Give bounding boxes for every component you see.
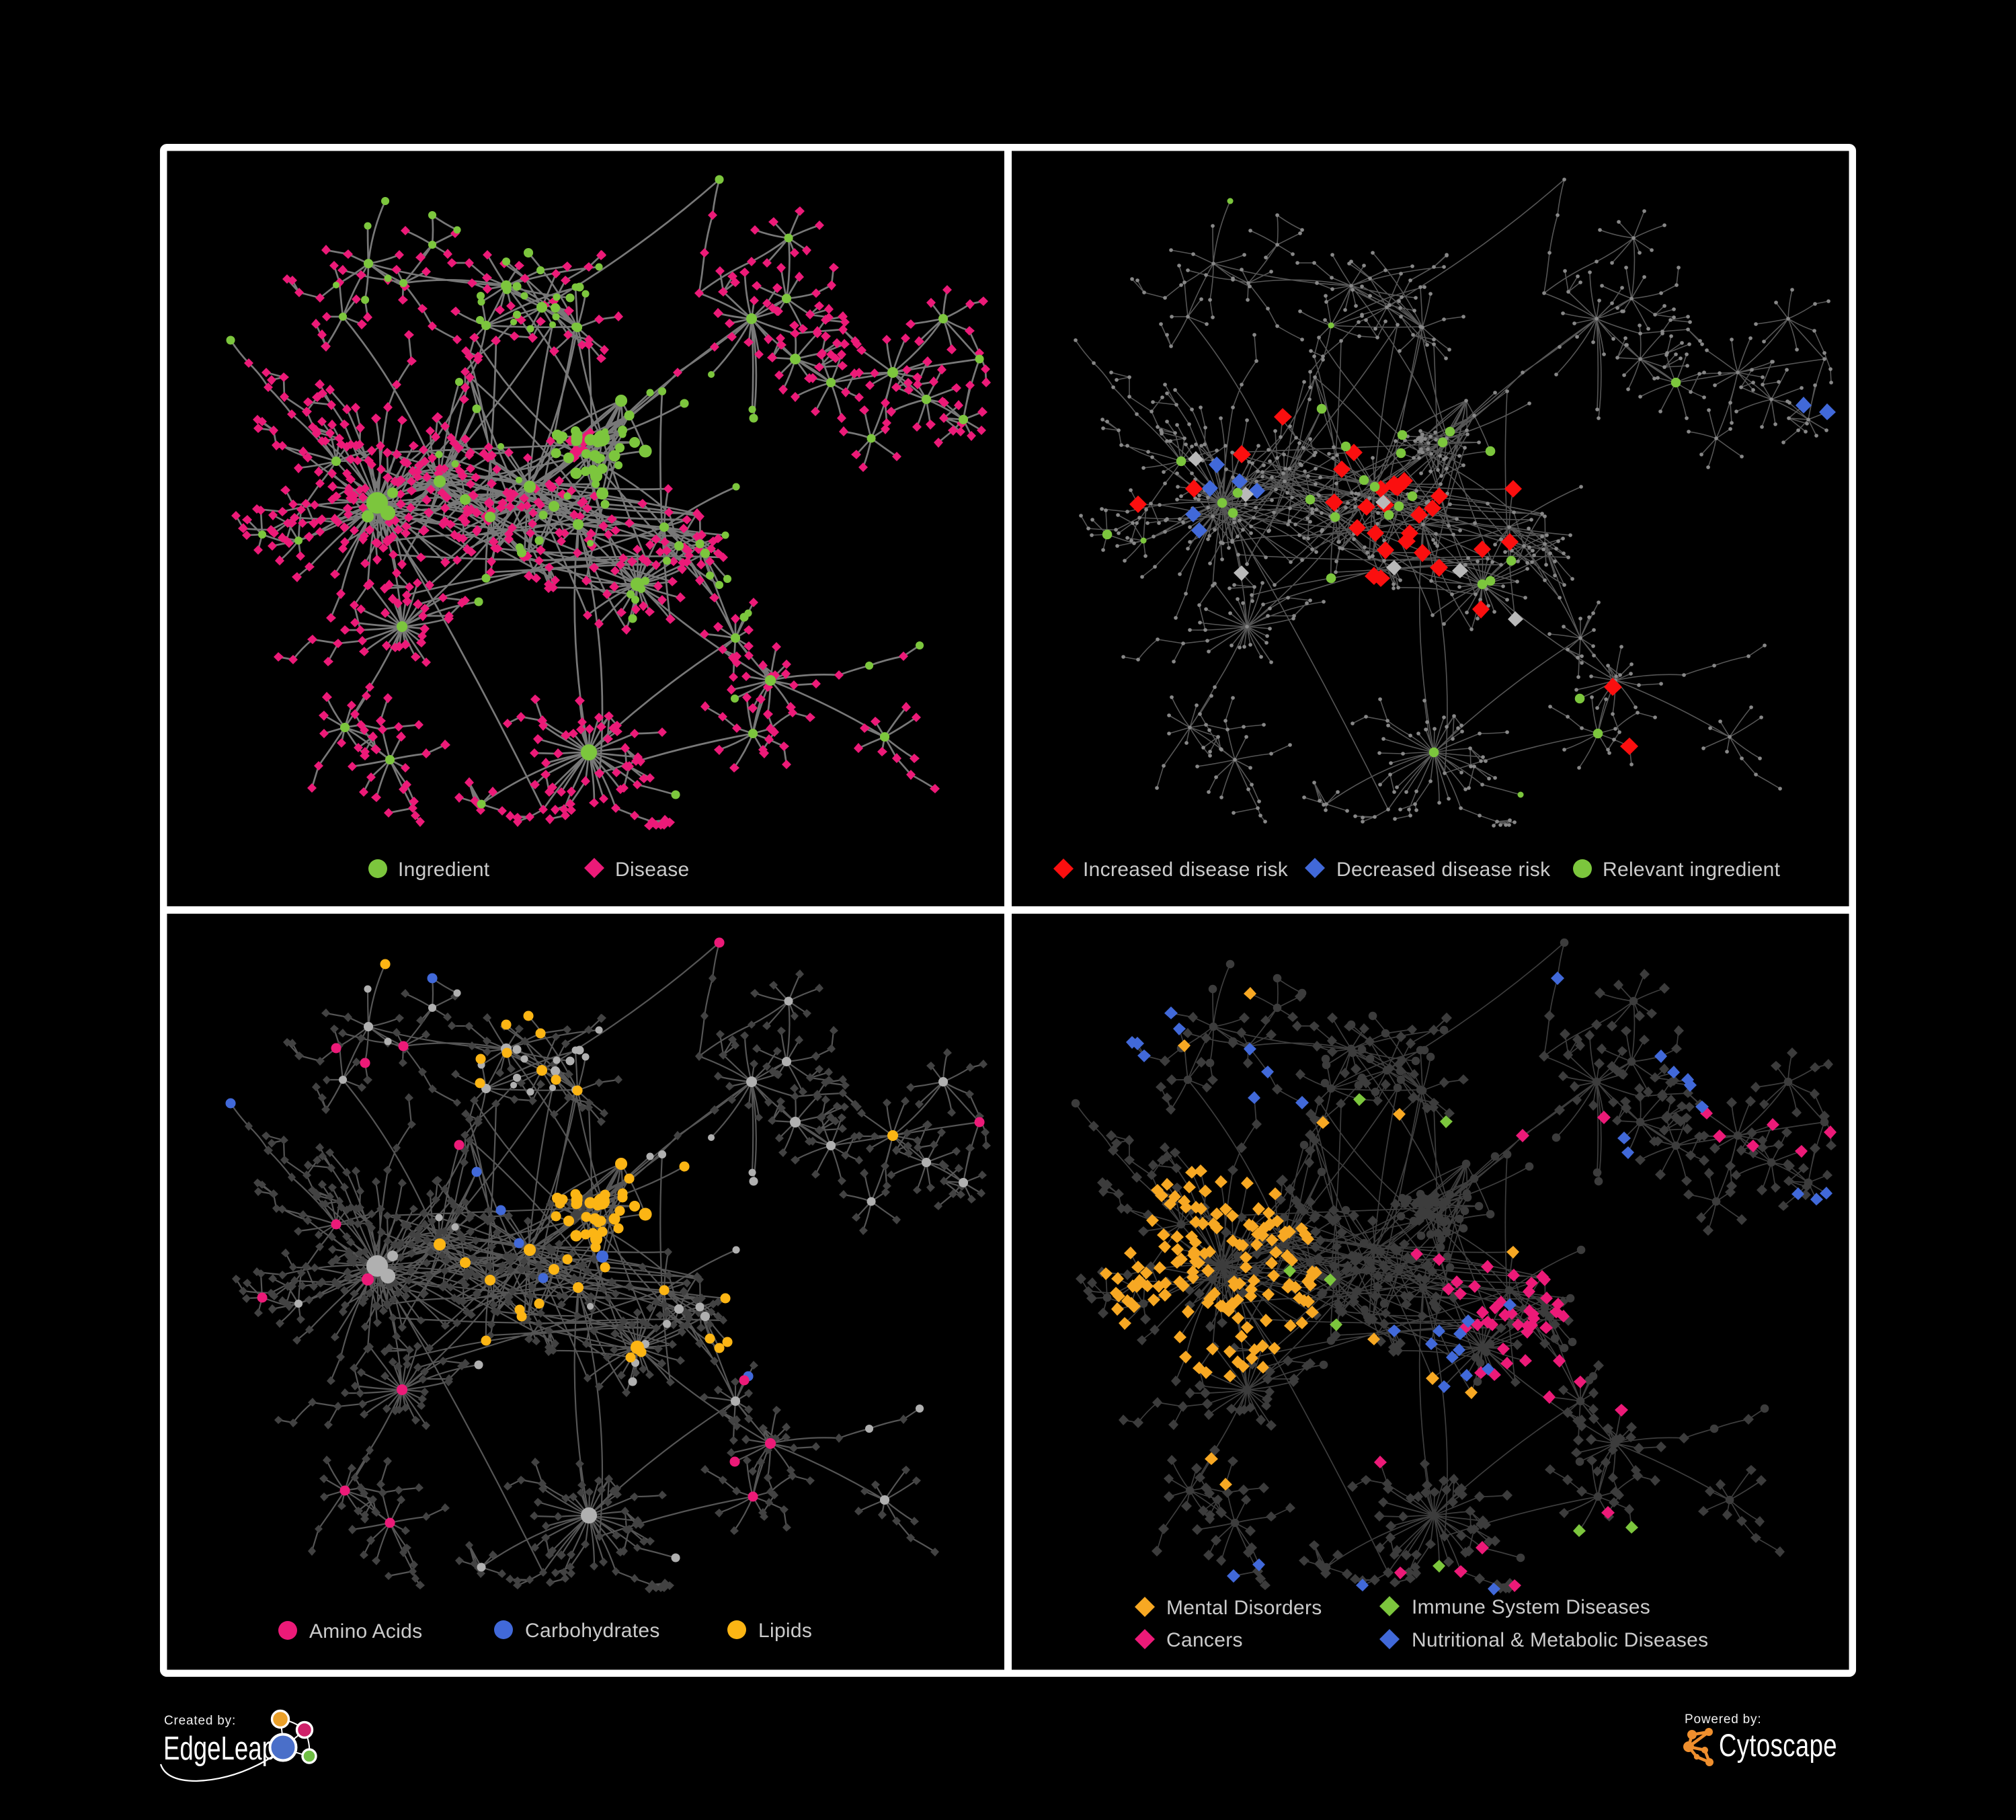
- svg-text:Nutritional & Metabolic Diseas: Nutritional & Metabolic Diseases: [1412, 1629, 1708, 1651]
- svg-text:Carbohydrates: Carbohydrates: [525, 1620, 660, 1642]
- svg-text:Created by:: Created by:: [164, 1714, 236, 1728]
- svg-text:Mental Disorders: Mental Disorders: [1166, 1597, 1322, 1619]
- svg-text:Immune System Diseases: Immune System Diseases: [1412, 1596, 1650, 1618]
- svg-text:Decreased disease risk: Decreased disease risk: [1336, 859, 1551, 881]
- svg-text:Increased disease risk: Increased disease risk: [1083, 859, 1289, 881]
- svg-text:Cancers: Cancers: [1166, 1629, 1243, 1651]
- svg-text:Powered by:: Powered by:: [1685, 1712, 1761, 1727]
- svg-text:Lipids: Lipids: [758, 1620, 812, 1642]
- svg-text:Amino Acids: Amino Acids: [309, 1620, 422, 1643]
- svg-text:Cytoscape: Cytoscape: [1719, 1727, 1837, 1763]
- svg-text:EdgeLeap: EdgeLeap: [163, 1731, 276, 1767]
- svg-text:Relevant ingredient: Relevant ingredient: [1603, 859, 1781, 881]
- svg-text:Disease: Disease: [615, 859, 689, 881]
- svg-text:Ingredient: Ingredient: [398, 859, 490, 881]
